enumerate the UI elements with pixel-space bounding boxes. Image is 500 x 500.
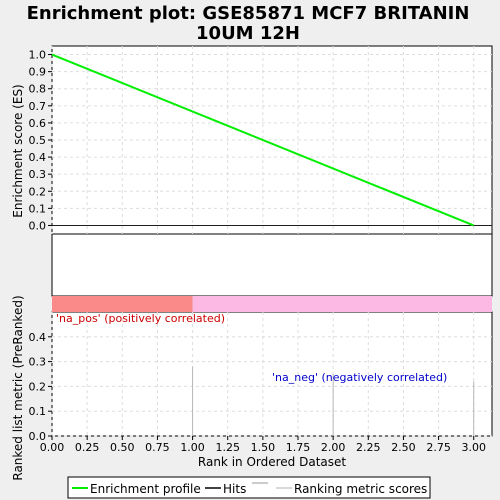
- phenotype-neg-segment: [192, 296, 492, 312]
- es-curve: [51, 53, 475, 227]
- legend-box: [67, 476, 431, 499]
- es-y-tick-label: 0.6: [29, 117, 47, 130]
- metric-y-tick-label: 0.0: [29, 430, 47, 443]
- es-y-tick-label: 0.7: [29, 100, 47, 113]
- metric-y-axis-label: Ranked list metric (PreRanked): [11, 295, 25, 480]
- legend-label-enrichment: Enrichment profile: [90, 482, 201, 496]
- metric-x-tick-label: 1.50: [251, 441, 276, 454]
- metric-x-tick-label: 2.25: [356, 441, 381, 454]
- metric-x-tick-label: 0.50: [110, 441, 135, 454]
- legend-label-hits: Hits: [223, 482, 246, 496]
- phenotype-pos-segment: [52, 296, 193, 312]
- hits-panel: [51, 233, 493, 297]
- metric-x-tick-label: 3.00: [461, 441, 486, 454]
- legend: Enrichment profile Hits Ranking metric s…: [67, 476, 431, 499]
- es-grid: [51, 46, 492, 234]
- es-y-tick-label: 0.0: [29, 219, 47, 232]
- metric-x-tick-label: 1.25: [215, 441, 240, 454]
- es-y-tick-label: 0.5: [29, 134, 47, 147]
- es-series: [51, 53, 475, 227]
- metric-x-tick-label: 2.00: [321, 441, 346, 454]
- title-line-2: 10UM 12H: [196, 23, 300, 44]
- metric-y-ticks: 0.0 0.1 0.2 0.3 0.4: [29, 331, 52, 443]
- metric-x-tick-label: 0.00: [40, 441, 65, 454]
- pos-annotation: 'na_pos' (positively correlated): [56, 312, 225, 325]
- legend-label-metric: Ranking metric scores: [294, 482, 427, 496]
- neg-annotation: 'na_neg' (negatively correlated): [272, 371, 447, 384]
- x-axis-label: Rank in Ordered Dataset: [198, 455, 346, 469]
- es-y-tick-label: 0.3: [29, 168, 47, 181]
- metric-x-ticks: 0.00 0.25 0.50 0.75 1.00 1.25 1.50 1.75 2.00 2.25…: [40, 436, 486, 454]
- metric-x-tick-label: 2.75: [426, 441, 451, 454]
- metric-grid: [51, 312, 492, 437]
- title-line-1: Enrichment plot: GSE85871 MCF7 BRITANIN: [27, 3, 470, 24]
- phenotype-bar: [52, 296, 492, 312]
- metric-x-tick-label: 0.75: [145, 441, 170, 454]
- es-y-ticks: 0.0 0.1 0.2 0.3 0.4 0.5 0.6 0.7 0.8 0.9 1.0: [29, 49, 52, 232]
- metric-x-tick-label: 1.75: [286, 441, 311, 454]
- es-y-tick-label: 0.9: [29, 66, 47, 79]
- es-y-tick-label: 0.1: [29, 202, 47, 215]
- metric-x-tick-label: 2.50: [391, 441, 416, 454]
- es-y-tick-label: 1.0: [29, 49, 47, 62]
- es-y-tick-label: 0.4: [29, 151, 47, 164]
- es-y-axis-label: Enrichment score (ES): [11, 84, 25, 217]
- es-y-tick-label: 0.2: [29, 185, 47, 198]
- es-y-tick-label: 0.8: [29, 83, 47, 96]
- metric-y-tick-label: 0.2: [29, 380, 47, 393]
- metric-y-tick-label: 0.1: [29, 405, 47, 418]
- metric-x-tick-label: 0.25: [75, 441, 100, 454]
- metric-bars: [192, 366, 475, 436]
- metric-x-tick-label: 1.00: [180, 441, 205, 454]
- metric-y-tick-label: 0.3: [29, 356, 47, 369]
- metric-y-tick-label: 0.4: [29, 331, 47, 344]
